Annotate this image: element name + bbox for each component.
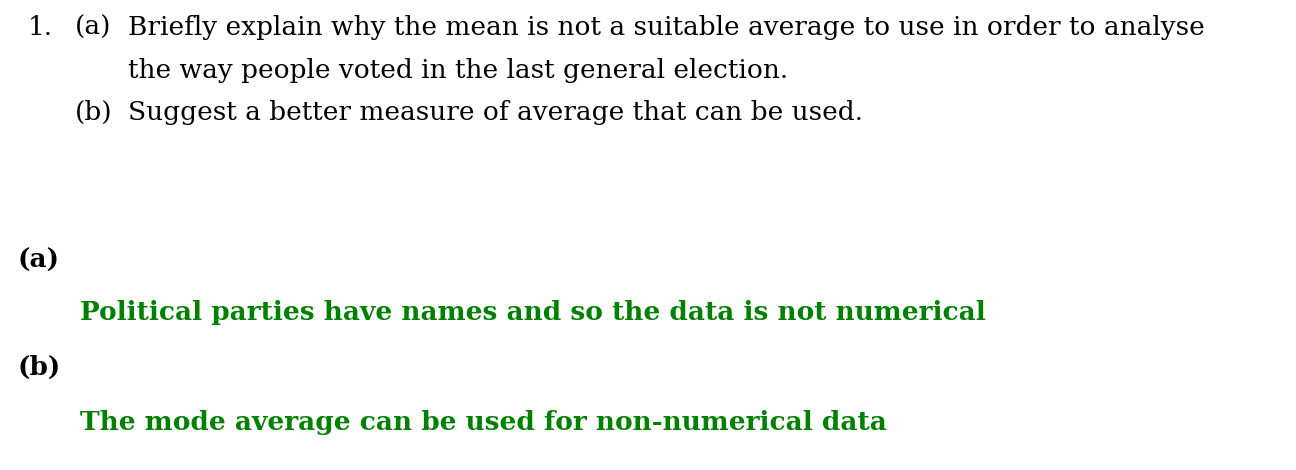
Text: (b): (b) (75, 100, 113, 125)
Text: (a): (a) (75, 15, 111, 40)
Text: (a): (a) (18, 248, 60, 273)
Text: the way people voted in the last general election.: the way people voted in the last general… (128, 58, 788, 83)
Text: Political parties have names and so the data is not numerical: Political parties have names and so the … (80, 300, 986, 325)
Text: The mode average can be used for non-numerical data: The mode average can be used for non-num… (80, 410, 886, 435)
Text: 1.: 1. (29, 15, 53, 40)
Text: Briefly explain why the mean is not a suitable average to use in order to analys: Briefly explain why the mean is not a su… (128, 15, 1205, 40)
Text: (b): (b) (18, 355, 61, 380)
Text: Suggest a better measure of average that can be used.: Suggest a better measure of average that… (128, 100, 863, 125)
